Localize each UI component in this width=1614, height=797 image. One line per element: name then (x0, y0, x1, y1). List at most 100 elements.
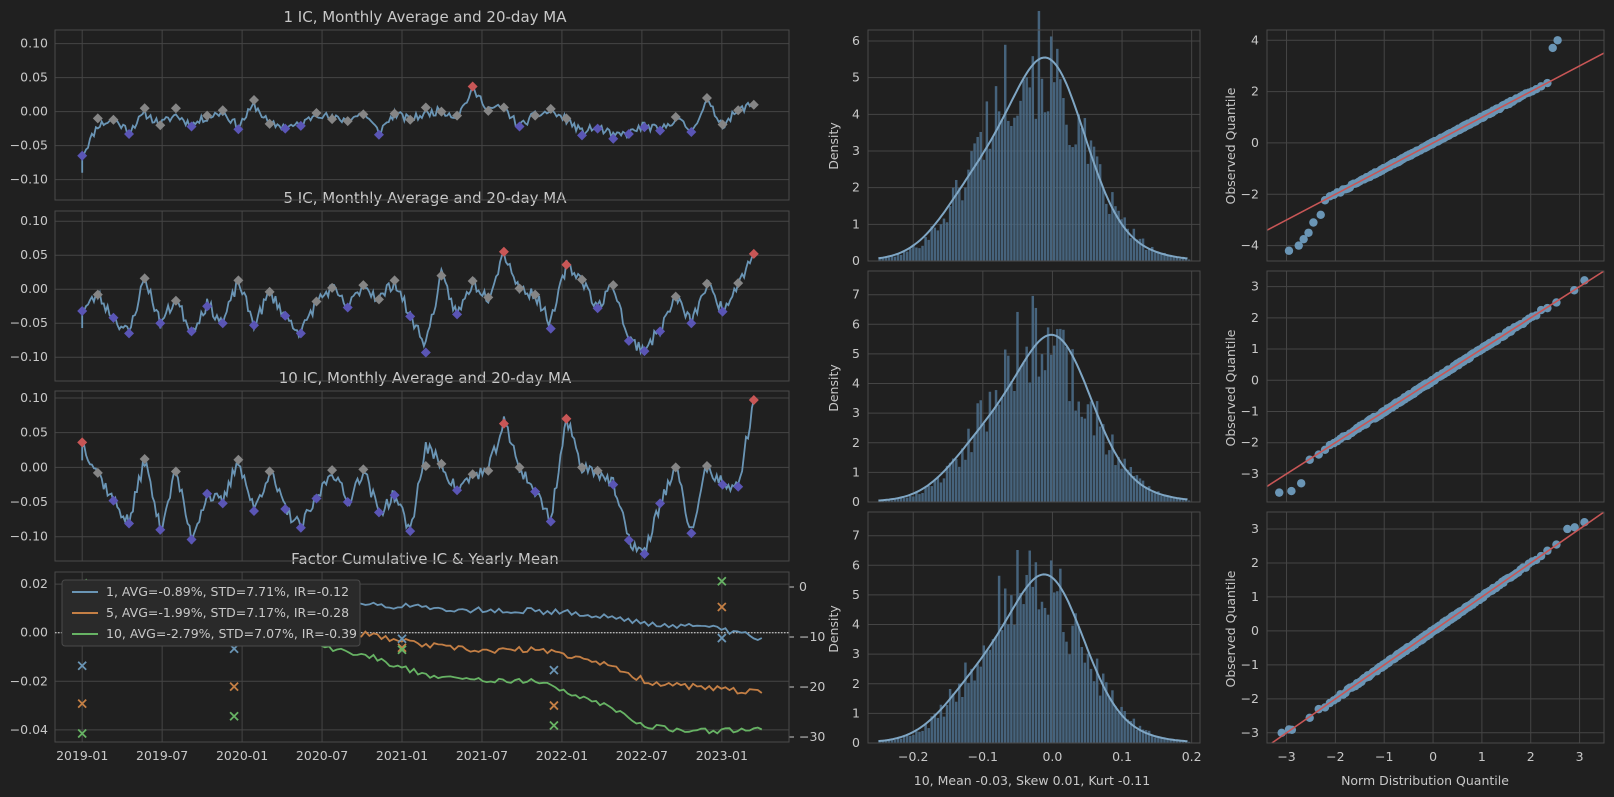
ic-5-monthly-marker (170, 295, 181, 306)
hist-5-bar (1031, 295, 1035, 502)
cum-ic-frame (54, 571, 790, 743)
cum-ic-yearly-mean-1-marker (77, 661, 87, 671)
hist-10-bar (1169, 739, 1172, 743)
ic-10-frame (54, 390, 790, 562)
hist-1-bar (979, 131, 982, 261)
hist-10-bar (1123, 711, 1126, 743)
ic-5-monthly-marker (717, 306, 728, 317)
hist-10-bar (997, 575, 1001, 743)
hist-5-bar (1062, 329, 1065, 502)
ic-10-monthly-marker (530, 486, 541, 497)
hist-1-bar (1138, 238, 1142, 261)
hist-10-ytick-label: 4 (852, 617, 860, 632)
hist-5-bar (1187, 500, 1191, 502)
hist-5-bar (1154, 493, 1157, 502)
hist-5-bar (906, 497, 909, 502)
hist-1-bar (976, 136, 979, 261)
hist-1-kde-line (878, 56, 1188, 260)
hist-10-bar (1105, 682, 1108, 743)
hist-1-bar (1068, 145, 1071, 261)
legend-label-10: 10, AVG=-2.79%, STD=7.07%, IR=-0.39 (106, 626, 357, 641)
ic-5-monthly-marker (467, 276, 478, 287)
qq-5-frame (1266, 270, 1605, 503)
hist-10-bar (1068, 654, 1071, 743)
hist-10-bar (1013, 624, 1016, 743)
hist-5-ytick-label: 1 (852, 464, 860, 479)
hist-10-bar (1184, 741, 1188, 743)
hist-1-bar (982, 159, 986, 261)
ic-10-monthly-marker (92, 467, 103, 478)
hist-10-bar (1019, 592, 1022, 743)
hist-1-bar (924, 237, 927, 261)
hist-1-bar (1141, 238, 1145, 261)
hist-1-bar (1120, 219, 1123, 261)
ic-5-monthly-marker (577, 274, 588, 285)
hist-10-bar (1157, 737, 1160, 743)
hist-1-bar (1172, 256, 1175, 261)
hist-1-bar (1065, 124, 1068, 261)
ic-1-monthly-marker (170, 103, 181, 114)
qq-1-point (1299, 234, 1308, 244)
hist-1-bar (1043, 112, 1047, 261)
hist-10-bar (1037, 609, 1041, 743)
hist-5-bar (997, 404, 1001, 502)
qq-1-point (1316, 210, 1325, 219)
hist-5-bar (1071, 349, 1074, 502)
qq-5-ytick-label: 0 (1251, 372, 1259, 387)
ic-10-monthly-marker (623, 535, 634, 546)
hist-1-bar (951, 187, 955, 261)
hist-5-bar (976, 403, 979, 502)
hist-1-bar (1083, 118, 1087, 261)
hist-1-bar (1123, 217, 1126, 261)
ic-10-monthly-marker (77, 437, 88, 448)
hist-10-bar (951, 693, 955, 743)
hist-1-bar (1049, 36, 1053, 262)
ic-1-monthly-marker (592, 123, 603, 134)
hist-5-bar (1141, 480, 1145, 502)
hist-10-bar (1062, 632, 1065, 743)
hist-1-bar (1160, 252, 1163, 261)
qq-1-point (1553, 36, 1562, 45)
hist-5-bar (1034, 307, 1038, 502)
ic-5-monthly-marker (452, 309, 463, 320)
qq-10-xlabel: Norm Distribution Quantile (1341, 773, 1509, 788)
ic-1-monthly-marker (327, 114, 338, 125)
hist-5-bar (982, 423, 986, 502)
ic-1-ytick-label: −0.10 (10, 172, 48, 187)
ic-5-monthly-marker (327, 282, 338, 293)
hist-5-bar (1059, 328, 1062, 502)
hist-1-bar (1007, 120, 1010, 261)
hist-1-ytick-label: 2 (852, 180, 860, 195)
hist-5-ytick-label: 7 (852, 287, 860, 302)
hist-5-bar (921, 493, 924, 502)
hist-1-bar (1144, 249, 1148, 261)
ic-1-monthly-marker (264, 118, 275, 129)
hist-10-bar (976, 664, 979, 743)
hist-5-bar (961, 448, 964, 502)
hist-1-bar (994, 86, 998, 261)
hist-10-bar (1117, 712, 1120, 743)
ic-10-monthly-marker (217, 498, 228, 509)
ic-5-monthly-marker (608, 280, 619, 291)
ic-10-monthly-marker (139, 454, 150, 464)
hist-5-bar (991, 410, 995, 502)
hist-5-bar (896, 498, 900, 502)
legend-label-5: 5, AVG=-1.99%, STD=7.17%, IR=-0.28 (106, 605, 349, 620)
ic-10-monthly-marker (186, 534, 197, 545)
qq-10-panel: −3 −2 −1 0 1 2 3 −3 −2 −1 0 1 2 3 (1241, 511, 1605, 764)
hist-1-bar (1022, 79, 1025, 261)
hist-10-bar (961, 696, 964, 743)
hist-10-bar (890, 740, 894, 743)
hist-1-bar (930, 226, 933, 261)
ic-1-monthly-marker (467, 81, 478, 92)
hist-1-bar (942, 218, 946, 261)
ic-10-monthly-marker (155, 524, 166, 535)
hist-5-bar (924, 487, 927, 502)
hist-10-bar (1043, 607, 1047, 743)
hist-10-bar (1102, 673, 1105, 743)
hist-5-bar (1043, 370, 1047, 502)
ic-10-monthly-marker (170, 466, 181, 477)
hist-1-panel: 0 1 2 3 4 5 6 (852, 10, 1201, 268)
qq-10-ytick-label: 0 (1251, 623, 1259, 638)
hist-5-bar (1025, 346, 1028, 502)
